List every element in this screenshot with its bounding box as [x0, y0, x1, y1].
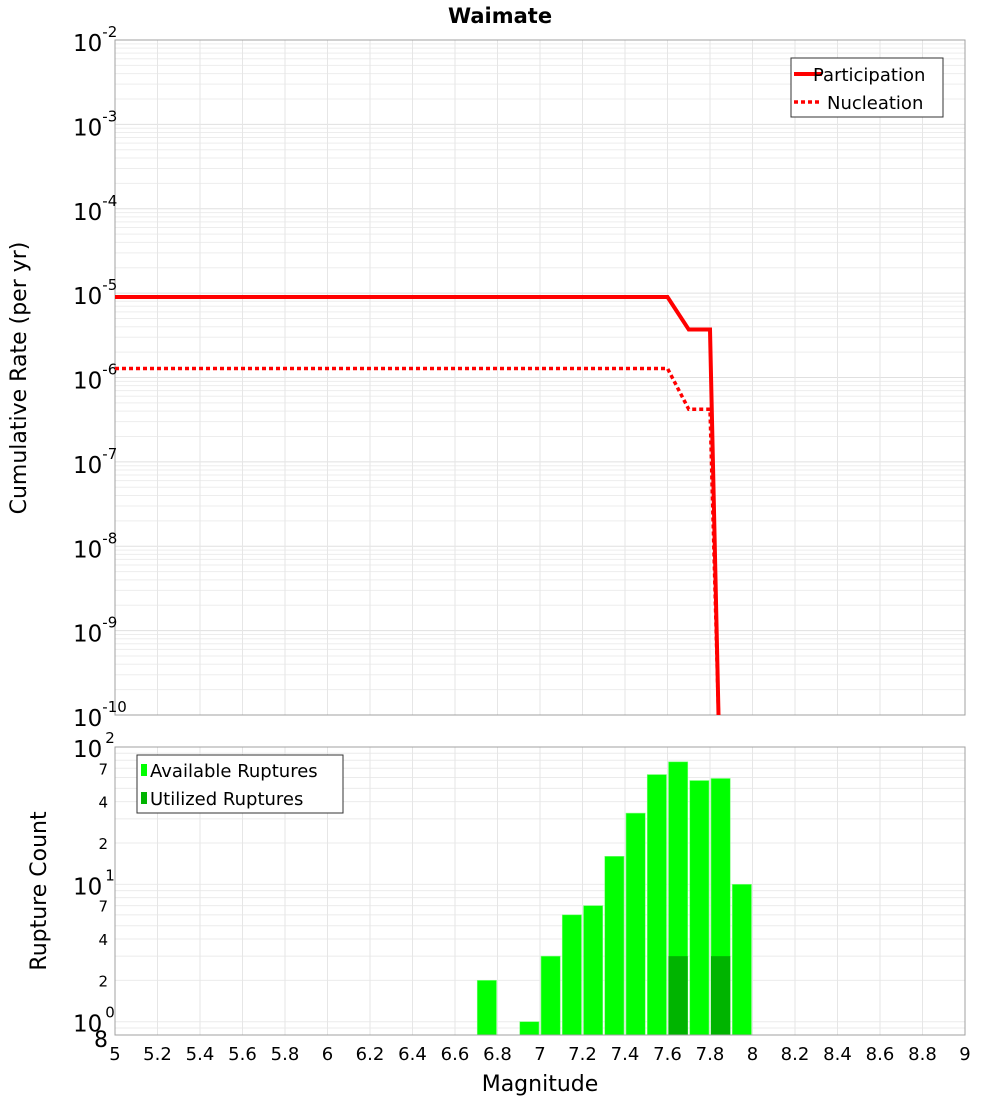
bar-utilized-ruptures	[711, 956, 731, 1035]
x-tick-label: 8.6	[866, 1044, 895, 1065]
bar-available-ruptures	[646, 774, 667, 1036]
y-tick-label: 10-7	[73, 445, 117, 479]
plot-area-border	[114, 746, 966, 1036]
y-tick-label: 10-8	[73, 529, 117, 563]
y-tick-label: 10-4	[73, 192, 117, 226]
bottom-y-axis-label: Rupture Count	[27, 811, 52, 971]
y-tick-label: 10-6	[73, 361, 117, 395]
y-tick-minor-label: 2	[98, 972, 108, 990]
x-tick-label: 9	[959, 1044, 970, 1065]
y-tick-minor-label: 4	[98, 931, 108, 949]
legend-label: Utilized Ruptures	[150, 789, 303, 810]
y-tick-label: 10 0	[73, 1004, 115, 1038]
y-tick-minor-label: 7	[98, 760, 108, 778]
x-tick-label: 7.2	[568, 1044, 597, 1065]
bar-available-ruptures	[476, 980, 497, 1036]
legend-box	[136, 754, 344, 814]
series-line-nucleation	[115, 366, 721, 716]
x-tick-label: 5	[109, 1044, 120, 1065]
legend-label: Available Ruptures	[150, 761, 318, 782]
chart-title: Waimate	[448, 4, 552, 28]
x-tick-label: 6.6	[441, 1044, 470, 1065]
y-tick-minor-label: 2	[98, 835, 108, 853]
bar-available-ruptures	[540, 955, 561, 1036]
legend-box	[790, 57, 944, 118]
x-tick-label: 7.4	[611, 1044, 640, 1065]
legend-label: Nucleation	[827, 93, 923, 114]
legend-swatch-available-ruptures	[141, 764, 147, 776]
legend-bottom: Available Ruptures Utilized Ruptures	[136, 754, 344, 814]
x-tick-label: 8.4	[823, 1044, 852, 1065]
bar-available-ruptures	[731, 884, 752, 1036]
bar-available-ruptures	[561, 914, 582, 1036]
y-tick-label: 10-10	[73, 698, 127, 732]
y-tick-minor-label: 4	[98, 794, 108, 812]
x-tick-label: 8	[747, 1044, 758, 1065]
x-tick-label: 7.6	[653, 1044, 682, 1065]
x-tick-label: 5.8	[271, 1044, 300, 1065]
top-y-axis-label: Cumulative Rate (per yr)	[7, 242, 32, 515]
legend-top: Participation Nucleation	[790, 57, 944, 118]
legend-label: Participation	[813, 65, 925, 86]
y-tick-label: 10 1	[73, 866, 115, 900]
y-tick-label: 10-3	[73, 107, 117, 141]
x-tick-label: 6.4	[398, 1044, 427, 1065]
bar-available-ruptures	[625, 812, 646, 1036]
x-tick-label: 6.2	[356, 1044, 385, 1065]
x-tick-label: 5.4	[186, 1044, 215, 1065]
x-tick-label: 6	[322, 1044, 333, 1065]
bar-available-ruptures	[583, 905, 604, 1036]
bar-available-ruptures	[519, 1021, 540, 1036]
x-tick-label: 5.6	[228, 1044, 257, 1065]
x-tick-label: 7	[534, 1044, 545, 1065]
bar-available-ruptures	[604, 856, 625, 1036]
y-tick-minor-label: 7	[98, 898, 108, 916]
plot-area-border	[114, 39, 966, 716]
legend-swatch-utilized-ruptures	[141, 792, 147, 804]
y-tick-label: 10-9	[73, 614, 117, 648]
y-tick-minor-label: 8	[94, 1028, 108, 1053]
y-tick-label: 10-5	[73, 276, 117, 310]
bar-available-ruptures	[689, 780, 710, 1036]
x-tick-label: 8.8	[908, 1044, 937, 1065]
x-tick-label: 7.8	[696, 1044, 725, 1065]
x-tick-label: 8.2	[781, 1044, 810, 1065]
x-axis-label: Magnitude	[482, 1072, 599, 1097]
x-tick-label: 5.2	[143, 1044, 172, 1065]
y-tick-label: 10 2	[73, 729, 115, 763]
y-tick-label: 10-2	[73, 23, 117, 57]
x-tick-label: 6.8	[483, 1044, 512, 1065]
bar-utilized-ruptures	[668, 956, 688, 1035]
